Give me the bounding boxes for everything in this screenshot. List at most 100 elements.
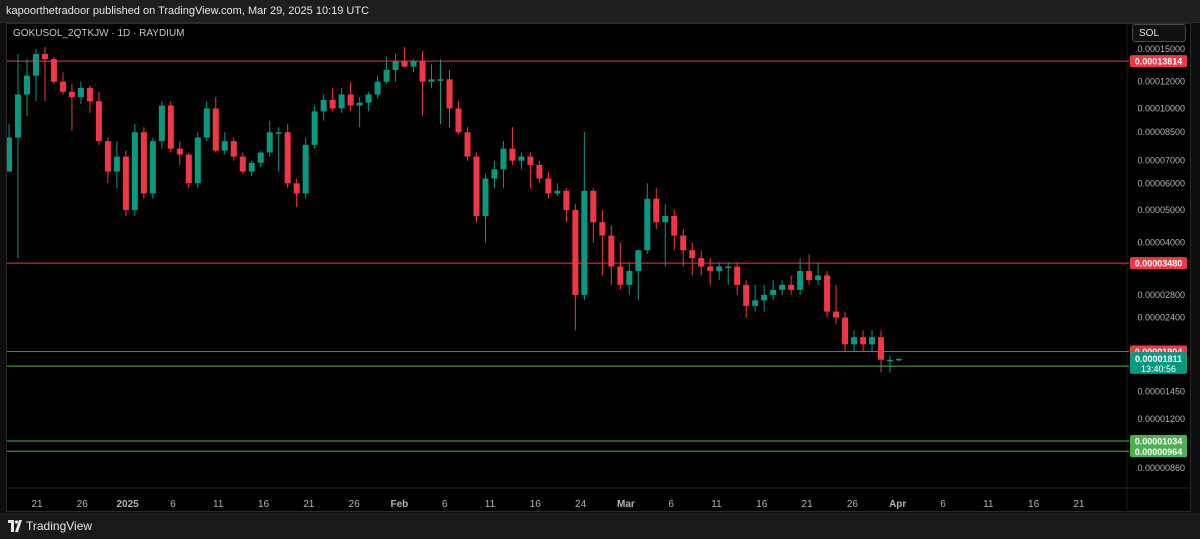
x-tick-label: 26 <box>77 499 89 510</box>
candle-body <box>329 99 336 109</box>
candle-body <box>365 94 372 103</box>
candle-body <box>824 275 831 312</box>
candle-body <box>122 156 129 211</box>
y-tick-label: 0.00012000 <box>1137 77 1185 87</box>
x-tick-label: 16 <box>756 499 768 510</box>
x-tick-label: 16 <box>1028 499 1040 510</box>
candle-body <box>284 132 291 184</box>
candle-body <box>572 210 579 295</box>
candle-body <box>815 275 822 281</box>
candle-body <box>437 79 444 81</box>
candle-body <box>158 105 165 142</box>
y-tick-label: 0.00001200 <box>1137 414 1185 424</box>
candle-body <box>194 137 201 184</box>
candle-body <box>482 178 489 216</box>
x-tick-label: 21 <box>1073 499 1085 510</box>
candle-body <box>716 266 723 271</box>
support-price-tag: 0.00000964 <box>1135 447 1183 457</box>
x-tick-label: Mar <box>617 499 635 510</box>
candle-body <box>311 111 318 145</box>
y-tick-label: 0.00010000 <box>1137 103 1185 113</box>
candle-body <box>671 215 678 236</box>
candle-body <box>275 132 282 134</box>
candle-body <box>536 164 543 179</box>
candle-body <box>95 101 102 142</box>
candle-body <box>23 75 30 95</box>
x-tick-label: 21 <box>31 499 43 510</box>
candle-body <box>626 270 633 285</box>
candle-body <box>590 190 597 223</box>
candle-body <box>662 215 669 223</box>
currency-button[interactable]: SOL <box>1132 24 1186 42</box>
candle-body <box>455 108 462 133</box>
candle-body <box>86 87 93 102</box>
candle-body <box>599 222 606 236</box>
candle-body <box>707 266 714 271</box>
candle-body <box>419 61 426 82</box>
candle-body <box>797 270 804 290</box>
candle-body <box>239 156 246 172</box>
published-header: kapoorthetradoor published on TradingVie… <box>0 0 1200 23</box>
x-tick-label: 11 <box>485 499 496 510</box>
candle-body <box>761 294 768 301</box>
candle-body <box>878 337 885 360</box>
candle-body <box>842 317 849 345</box>
y-tick-label: 0.00002800 <box>1137 290 1185 300</box>
x-tick-label: 6 <box>940 499 946 510</box>
candle-body <box>518 156 525 161</box>
x-tick-label: 6 <box>668 499 674 510</box>
candle-body <box>860 337 867 345</box>
candle-body <box>689 250 696 259</box>
candle-body <box>734 266 741 285</box>
symbol-label[interactable]: GOKUSOL_2QTKJW · 1D · RAYDIUM <box>13 28 185 39</box>
candle-body <box>788 284 795 290</box>
y-tick-label: 0.00008500 <box>1137 127 1185 137</box>
candle-body <box>545 178 552 194</box>
x-tick-label: 16 <box>258 499 270 510</box>
candle-body <box>347 94 354 106</box>
candle-body <box>698 258 705 267</box>
candle-body <box>50 59 57 82</box>
y-tick-label: 0.00001450 <box>1137 386 1185 396</box>
candle-body <box>104 141 111 172</box>
candle-body <box>806 270 813 281</box>
candle-body <box>779 284 786 290</box>
current-price-tag-bg <box>1130 351 1187 374</box>
candle-body <box>41 53 48 60</box>
y-tick-label: 0.00006000 <box>1137 178 1185 188</box>
tradingview-brand[interactable]: TradingView <box>26 519 93 533</box>
x-tick-label: 11 <box>711 499 722 510</box>
support-price-tag: 0.00001034 <box>1135 436 1183 446</box>
candle-body <box>59 81 66 92</box>
resistance-price-tag-bg <box>1130 257 1187 270</box>
candle-body <box>302 144 309 194</box>
candle-body <box>356 102 363 106</box>
price-chart[interactable]: 0.00015000 0.00012000 0.00010000 0.00008500… <box>7 24 1192 513</box>
resistance-price-tag: 0.00013814 <box>1135 57 1183 67</box>
resistance-price-tag-bg <box>1130 55 1187 68</box>
candle-body <box>680 235 687 251</box>
candle-body <box>635 250 642 271</box>
x-tick-label: 16 <box>530 499 542 510</box>
x-tick-label: 11 <box>983 499 994 510</box>
x-tick-label: 21 <box>802 499 814 510</box>
candle-body <box>743 284 750 306</box>
candle-body <box>7 137 12 172</box>
candle-body <box>851 337 858 345</box>
countdown-timer: 13:40:56 <box>1141 364 1176 374</box>
candle-body <box>230 141 237 157</box>
candle-body <box>653 198 660 223</box>
candle-body <box>374 81 381 95</box>
candle-body <box>770 289 777 295</box>
chart-area[interactable]: 0.00015000 0.00012000 0.00010000 0.00008500… <box>6 23 1192 513</box>
candle-body <box>563 190 570 211</box>
candle-body <box>257 152 264 163</box>
candle-body <box>491 169 498 179</box>
candle-body <box>887 359 894 362</box>
tradingview-logo-icon <box>8 520 22 532</box>
x-tick-label: Feb <box>391 499 409 510</box>
y-tick-label: 0.00000860 <box>1137 463 1185 473</box>
y-tick-label: 0.00015000 <box>1137 44 1185 54</box>
y-tick-label: 0.00002400 <box>1137 313 1185 323</box>
candle-body <box>410 61 417 67</box>
